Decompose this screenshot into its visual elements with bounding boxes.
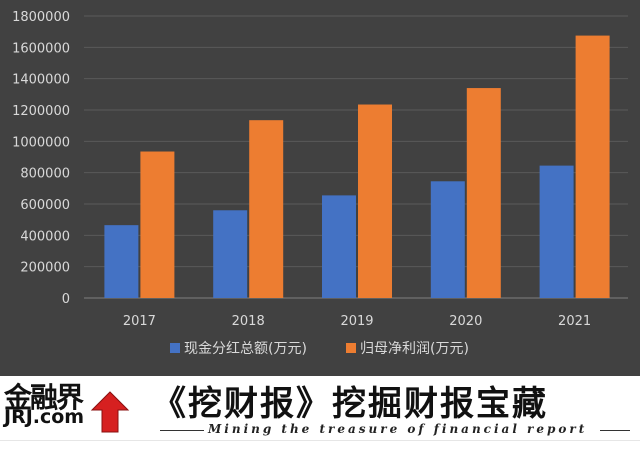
bar-net-profit-2017 [140, 151, 175, 298]
y-tick-label: 1000000 [12, 135, 70, 150]
y-tick-label: 400000 [20, 229, 70, 244]
tagline-row: Mining the treasure of financial report [160, 422, 630, 438]
bar-net-profit-2018 [249, 120, 284, 298]
bar-dividend-2018 [213, 210, 248, 298]
y-tick-label: 1200000 [12, 104, 70, 119]
logo-chinese-text: 金融界 [4, 381, 84, 414]
slogan: 《挖财报》挖掘财报宝藏 [152, 384, 548, 424]
legend-swatch [170, 343, 180, 353]
jrj-logo: 金融界 JRJ.com [2, 376, 132, 434]
bar-net-profit-2021 [575, 35, 610, 298]
y-tick-label: 0 [62, 292, 70, 307]
bar-net-profit-2020 [466, 88, 501, 298]
x-tick-label: 2020 [449, 314, 482, 329]
y-tick-label: 800000 [20, 167, 70, 182]
legend-label: 归母净利润(万元) [360, 340, 469, 357]
gridlines [84, 15, 628, 299]
x-tick-label: 2017 [123, 314, 156, 329]
y-tick-label: 1600000 [12, 41, 70, 56]
y-tick-label: 200000 [20, 261, 70, 276]
tagline-rule-right [600, 430, 630, 431]
tagline: Mining the treasure of financial report [208, 422, 588, 436]
bar-dividend-2021 [539, 165, 574, 298]
chart-area: 0 200000 400000 600000 800000 1000000 1200000 1… [0, 0, 640, 376]
bar-net-profit-2019 [358, 104, 392, 299]
legend-label: 现金分红总额(万元) [184, 341, 307, 357]
x-tick-label: 2018 [232, 314, 265, 329]
bar-dividend-2017 [104, 225, 139, 298]
tagline-rule-left [160, 430, 204, 431]
bar-chart: 0 200000 400000 600000 800000 1000000 1200000 1… [12, 10, 628, 357]
bars [104, 35, 610, 299]
x-axis: 2017 2018 2019 2020 2021 [123, 314, 591, 329]
footer-divider [0, 440, 640, 441]
x-tick-label: 2019 [340, 314, 373, 329]
legend-swatch [346, 343, 356, 353]
x-tick-label: 2021 [558, 314, 591, 329]
y-tick-label: 1400000 [12, 73, 70, 88]
bar-dividend-2020 [430, 181, 465, 298]
logo-english-text: JRJ.com [4, 406, 85, 428]
y-axis: 0 200000 400000 600000 800000 1000000 1200000 1… [12, 10, 70, 307]
bar-dividend-2019 [322, 195, 356, 298]
up-arrow-icon [90, 391, 130, 433]
legend: 现金分红总额(万元) 归母净利润(万元) [170, 340, 469, 357]
footer-banner: 金融界 JRJ.com 《挖财报》挖掘财报宝藏 Mining the treas… [0, 376, 640, 452]
y-tick-label: 1800000 [12, 10, 70, 25]
y-tick-label: 600000 [20, 198, 70, 213]
